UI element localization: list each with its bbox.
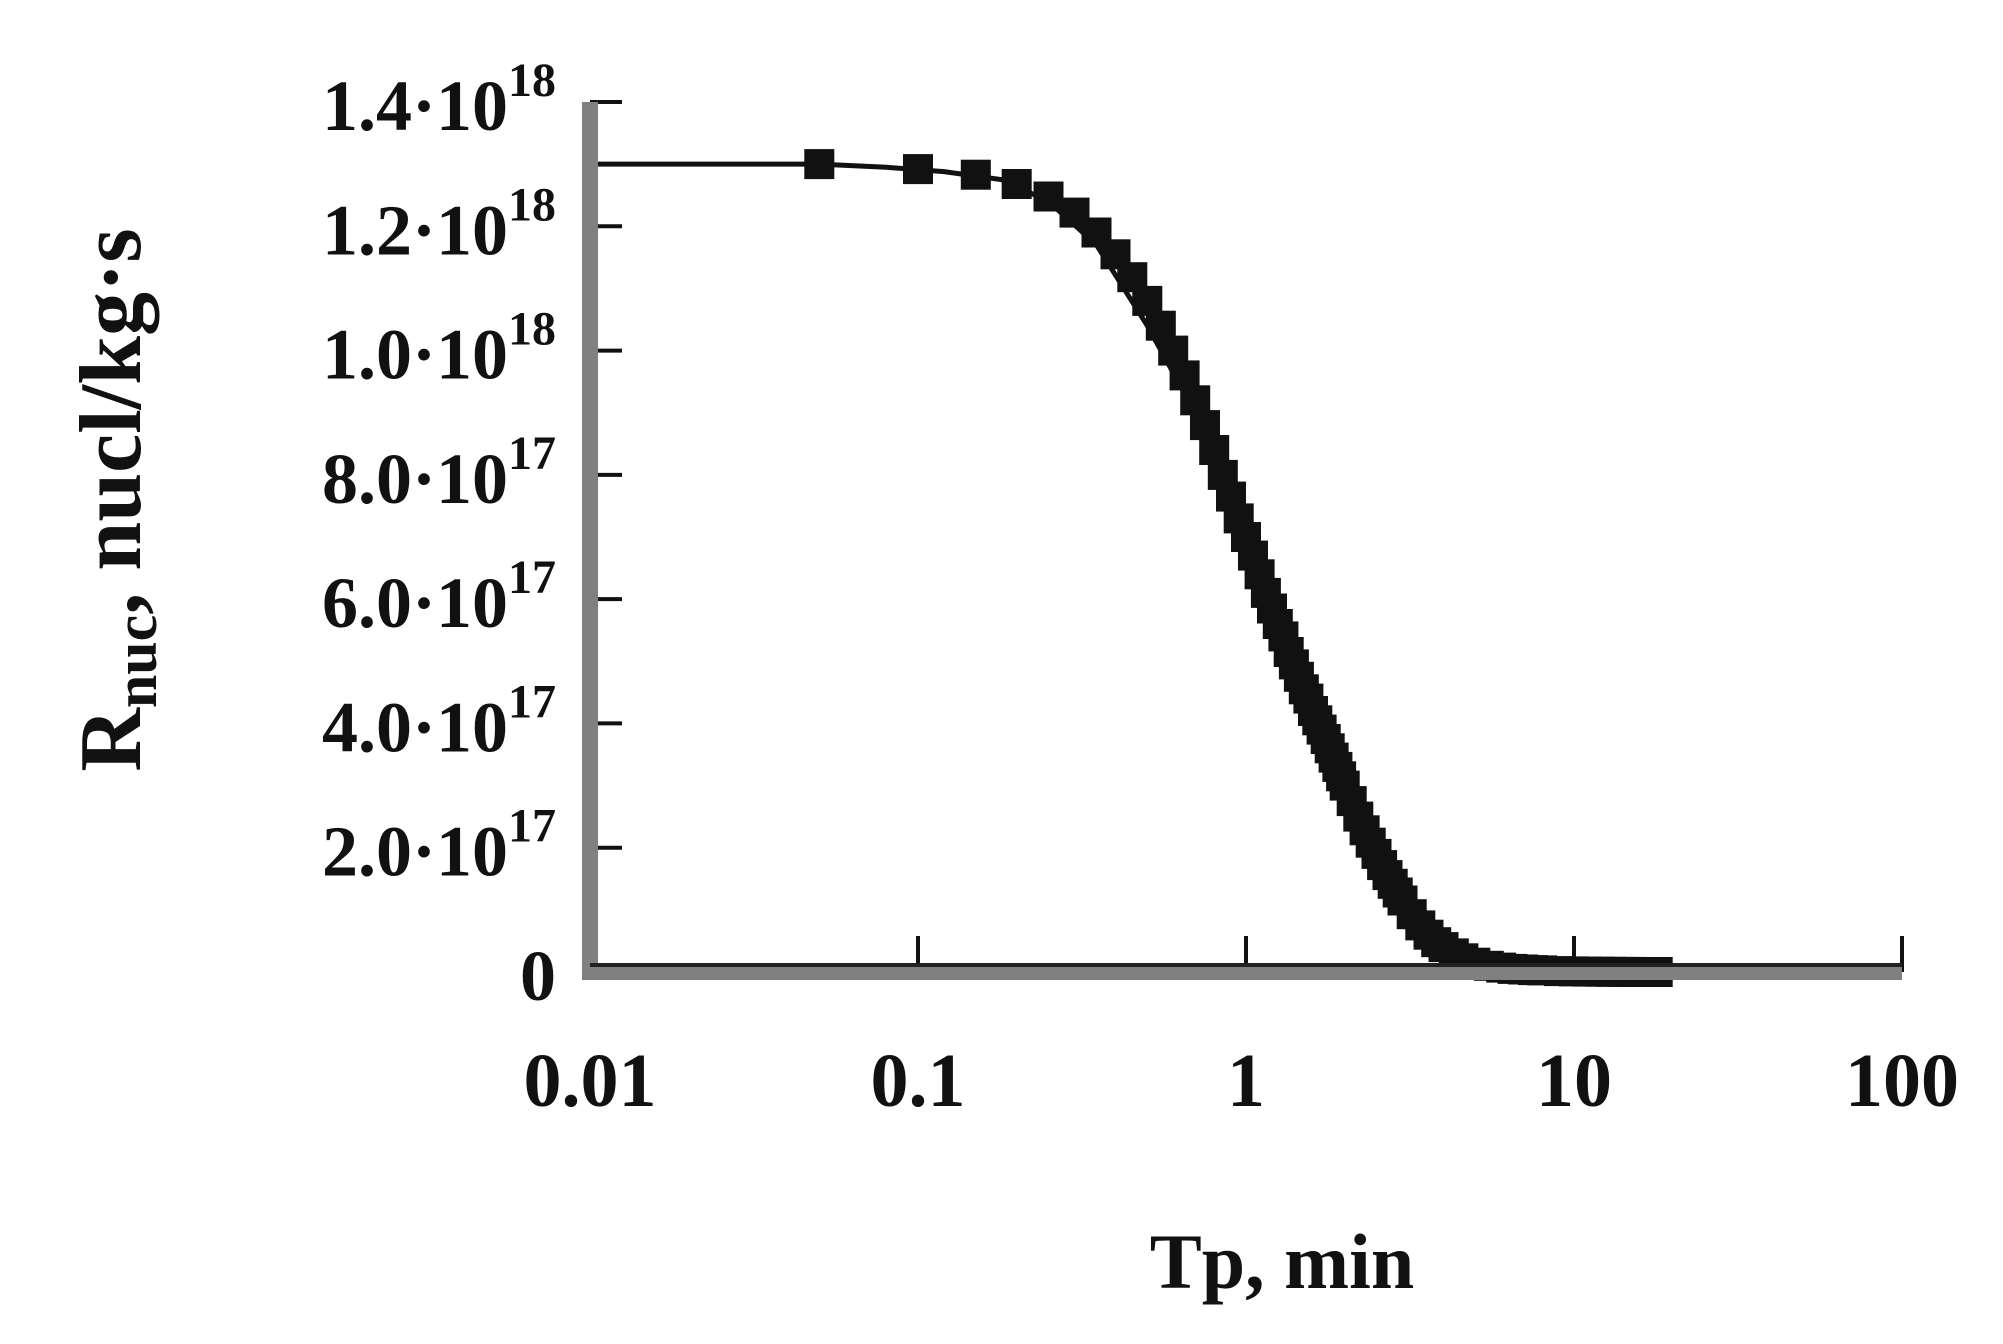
y-axis-title: Rnuc, nucl/kg·s [63,228,169,771]
y-tick-mantissa: 2.0·10 [322,812,508,892]
y-tick-label: 2.0·1017 [322,800,556,892]
y-tick-mantissa: 8.0·10 [322,439,508,519]
y-axis-title-rest: , nucl/kg·s [63,228,160,614]
y-tick-label: 6.0·1017 [322,551,556,643]
x-tick-label: 0.01 [524,1039,657,1123]
y-tick-exponent: 17 [508,551,556,604]
y-tick-label: 1.2·1018 [322,178,556,270]
y-tick-exponent: 17 [508,427,556,480]
y-tick-exponent: 17 [508,800,556,853]
x-tick-label: 100 [1845,1039,1959,1123]
y-axis-title-main: R [63,707,160,772]
x-axis-title: Tp, min [1150,1218,1414,1305]
y-tick-mantissa: 1.0·10 [322,315,508,395]
y-axis-title-sub: nuc [103,615,169,708]
y-tick-label: 4.0·1017 [322,675,556,767]
data-point [903,154,933,185]
y-tick-mantissa: 1.4·10 [322,66,508,146]
data-point [960,159,991,190]
data-point [1001,169,1032,199]
y-tick-label: 8.0·1017 [322,427,556,519]
x-axis-tick-labels: 0.01 0.1 1 10 100 [524,1039,1960,1123]
y-tick-label: 1.4·1018 [322,54,556,146]
y-tick-exponent: 18 [508,303,556,356]
y-tick-exponent: 17 [508,675,556,728]
y-tick-mantissa: 1.2·10 [322,190,508,270]
y-tick-label: 0 [520,936,556,1016]
y-axis-tick-labels: 02.0·10174.0·10176.0·10178.0·10171.0·101… [322,54,556,1016]
y-tick-mantissa: 6.0·10 [322,563,508,643]
y-tick-label: 1.0·1018 [322,303,556,395]
x-tick-label: 0.1 [871,1039,966,1123]
y-tick-exponent: 18 [508,54,556,107]
x-tick-label: 1 [1227,1039,1265,1123]
x-tick-label: 10 [1536,1039,1612,1123]
series-markers [804,149,1673,987]
y-tick-mantissa: 4.0·10 [322,687,508,767]
data-point [1033,181,1064,212]
axes [582,102,1902,980]
y-tick-mantissa: 0 [520,936,556,1016]
y-tick-exponent: 18 [508,178,556,231]
data-point [804,149,835,180]
